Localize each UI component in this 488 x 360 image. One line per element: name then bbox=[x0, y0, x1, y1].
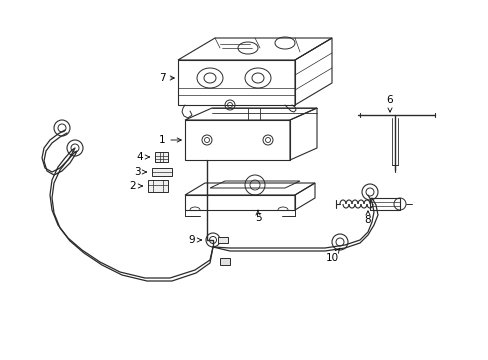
Text: 6: 6 bbox=[386, 95, 392, 112]
Text: 10: 10 bbox=[325, 248, 339, 263]
Polygon shape bbox=[220, 258, 229, 265]
Polygon shape bbox=[148, 180, 168, 192]
Text: 9: 9 bbox=[188, 235, 201, 245]
Text: 8: 8 bbox=[364, 211, 370, 225]
Text: 3: 3 bbox=[133, 167, 146, 177]
Text: 4: 4 bbox=[137, 152, 149, 162]
Polygon shape bbox=[218, 237, 227, 243]
Text: 7: 7 bbox=[159, 73, 174, 83]
Polygon shape bbox=[155, 152, 168, 162]
Text: 5: 5 bbox=[254, 210, 261, 223]
Polygon shape bbox=[152, 168, 172, 176]
Text: 2: 2 bbox=[129, 181, 142, 191]
Text: 1: 1 bbox=[159, 135, 181, 145]
